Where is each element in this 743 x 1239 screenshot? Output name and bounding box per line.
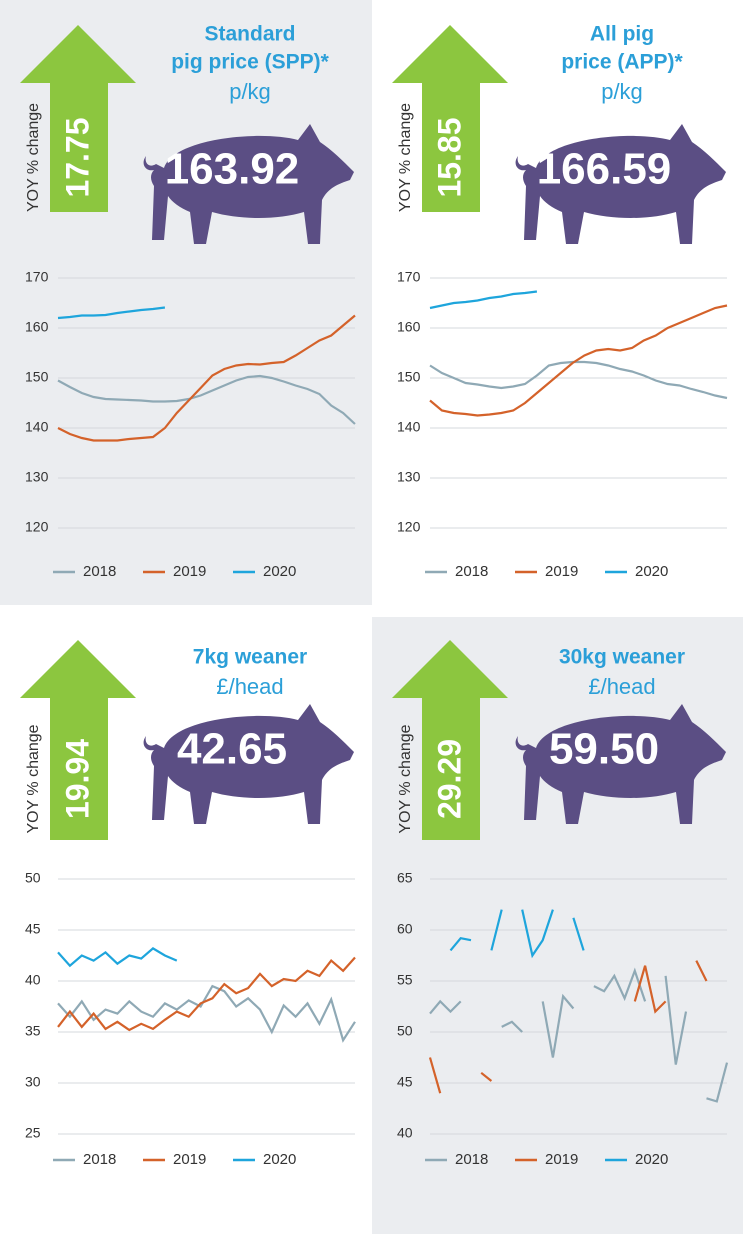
y-tick-label: 60 xyxy=(397,921,413,937)
data-line xyxy=(430,306,727,416)
legend-label: 2019 xyxy=(545,563,578,580)
y-tick-label: 140 xyxy=(397,419,421,435)
legend-label: 2018 xyxy=(83,1151,116,1168)
legend-label: 2020 xyxy=(263,1151,296,1168)
yoy-label: YOY % change xyxy=(397,103,414,212)
panel-title: All pig xyxy=(590,23,654,46)
y-tick-label: 130 xyxy=(25,469,49,485)
y-tick-label: 50 xyxy=(25,870,41,886)
legend-label: 2019 xyxy=(545,1151,578,1168)
panel-unit: p/kg xyxy=(601,79,643,104)
yoy-label: YOY % change xyxy=(397,724,414,833)
y-tick-label: 40 xyxy=(25,972,41,988)
y-tick-label: 45 xyxy=(397,1074,413,1090)
y-tick-label: 140 xyxy=(25,419,49,435)
legend-label: 2018 xyxy=(83,563,116,580)
panel-title: Standard xyxy=(204,23,295,46)
panel-title: 7kg weaner xyxy=(193,646,307,669)
y-tick-label: 170 xyxy=(25,269,49,285)
y-tick-label: 25 xyxy=(25,1125,41,1141)
y-tick-label: 130 xyxy=(397,469,421,485)
data-line xyxy=(58,948,177,965)
y-tick-label: 65 xyxy=(397,870,413,886)
y-tick-label: 160 xyxy=(25,319,49,335)
panel-unit: p/kg xyxy=(229,79,271,104)
yoy-value: 15.85 xyxy=(431,117,467,197)
price-value: 166.59 xyxy=(537,145,672,194)
panel-title: price (APP)* xyxy=(561,51,683,74)
yoy-value: 19.94 xyxy=(59,739,95,819)
infographic: YOY % change 17.75 163.92 Standard pig price… xyxy=(0,0,743,1234)
legend-label: 2020 xyxy=(635,563,668,580)
yoy-label: YOY % change xyxy=(25,724,42,833)
data-line xyxy=(430,362,727,398)
legend-label: 2019 xyxy=(173,563,206,580)
y-tick-label: 55 xyxy=(397,972,413,988)
legend-label: 2020 xyxy=(263,563,296,580)
y-tick-label: 30 xyxy=(25,1074,41,1090)
y-tick-label: 35 xyxy=(25,1023,41,1039)
price-value: 42.65 xyxy=(177,725,287,774)
legend-label: 2019 xyxy=(173,1151,206,1168)
y-tick-label: 160 xyxy=(397,319,421,335)
data-line xyxy=(430,292,537,309)
y-tick-label: 45 xyxy=(25,921,41,937)
panel-title: pig price (SPP)* xyxy=(171,51,329,74)
y-tick-label: 120 xyxy=(25,519,49,535)
yoy-value: 29.29 xyxy=(431,739,467,819)
legend-label: 2018 xyxy=(455,563,488,580)
y-tick-label: 150 xyxy=(397,369,421,385)
price-value: 163.92 xyxy=(165,145,300,194)
panel-unit: £/head xyxy=(216,674,283,699)
y-tick-label: 170 xyxy=(397,269,421,285)
y-tick-label: 120 xyxy=(397,519,421,535)
y-tick-label: 150 xyxy=(25,369,49,385)
legend-label: 2020 xyxy=(635,1151,668,1168)
panel-title: 30kg weaner xyxy=(559,646,685,669)
legend-label: 2018 xyxy=(455,1151,488,1168)
y-tick-label: 40 xyxy=(397,1125,413,1141)
price-value: 59.50 xyxy=(549,725,659,774)
panel-unit: £/head xyxy=(588,674,655,699)
yoy-label: YOY % change xyxy=(25,103,42,212)
y-tick-label: 50 xyxy=(397,1023,413,1039)
yoy-value: 17.75 xyxy=(59,117,95,197)
data-line xyxy=(58,958,355,1031)
